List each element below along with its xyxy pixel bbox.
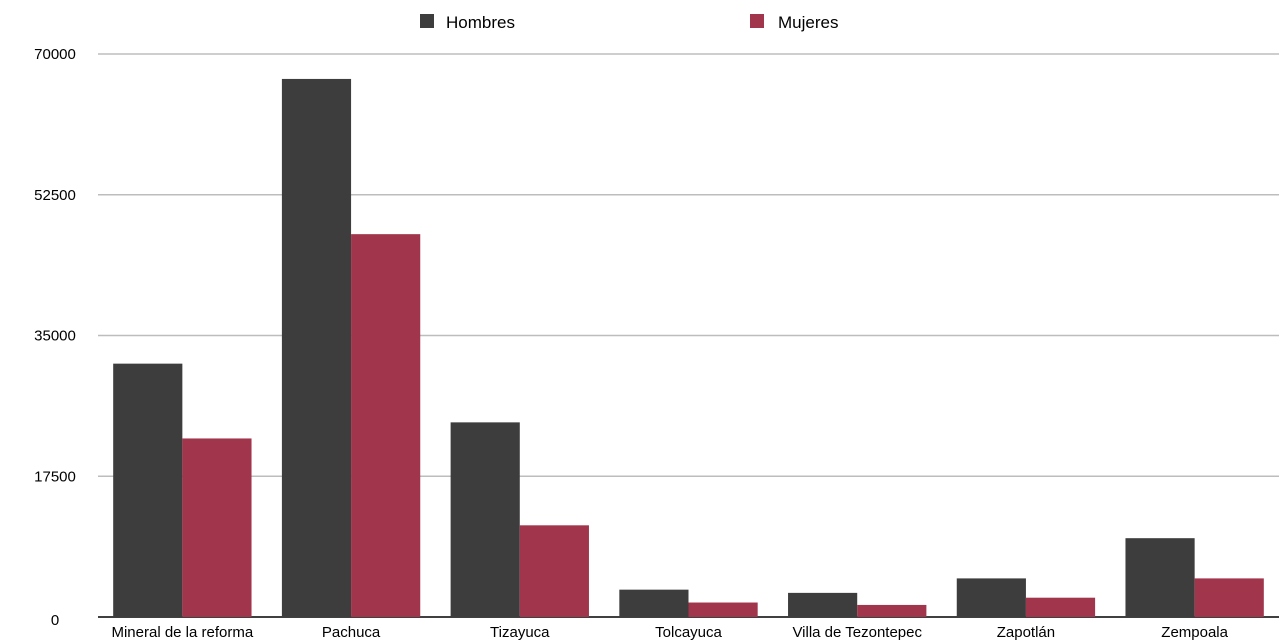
x-tick-label: Mineral de la reforma <box>111 624 253 641</box>
bar-hombres-6 <box>1125 538 1195 617</box>
legend-swatch-hombres <box>420 14 434 28</box>
legend-label-hombres: Hombres <box>446 13 515 32</box>
bar-mujeres-1 <box>351 234 421 617</box>
bar-mujeres-5 <box>1025 597 1096 617</box>
bar-mujeres-3 <box>688 602 758 617</box>
y-tick-label: 17500 <box>34 468 76 485</box>
bar-hombres-2 <box>450 422 520 617</box>
bar-hombres-5 <box>956 578 1026 617</box>
bar-mujeres-6 <box>1194 578 1264 617</box>
x-tick-label: Villa de Tezontepec <box>792 624 922 641</box>
legend-swatch-mujeres <box>750 14 764 28</box>
y-tick-label: 70000 <box>34 46 76 63</box>
bar-hombres-4 <box>788 592 858 617</box>
bar-mujeres-2 <box>519 525 589 617</box>
bar-mujeres-0 <box>182 438 252 617</box>
x-tick-label: Tolcayuca <box>655 624 722 641</box>
x-axis-labels: Mineral de la reforma Pachuca Tizayuca Tolc… <box>111 624 1228 641</box>
x-tick-label: Tizayuca <box>490 624 550 641</box>
x-tick-label: Zapotlán <box>997 624 1055 641</box>
y-tick-label: 35000 <box>34 328 76 345</box>
bar-hombres-0 <box>113 363 183 617</box>
x-tick-label: Pachuca <box>322 624 381 641</box>
legend: Hombres Mujeres <box>420 13 838 32</box>
bars <box>113 78 1264 617</box>
y-tick-label: 52500 <box>34 187 76 204</box>
y-tick-label: 0 <box>51 612 59 629</box>
x-tick-label: Zempoala <box>1161 624 1228 641</box>
bar-hombres-1 <box>281 78 352 617</box>
gridlines <box>98 53 1279 618</box>
legend-label-mujeres: Mujeres <box>778 13 838 32</box>
bar-hombres-3 <box>619 589 689 617</box>
y-axis-ticks: 0 17500 35000 52500 70000 <box>34 46 76 629</box>
bar-mujeres-4 <box>857 604 927 617</box>
